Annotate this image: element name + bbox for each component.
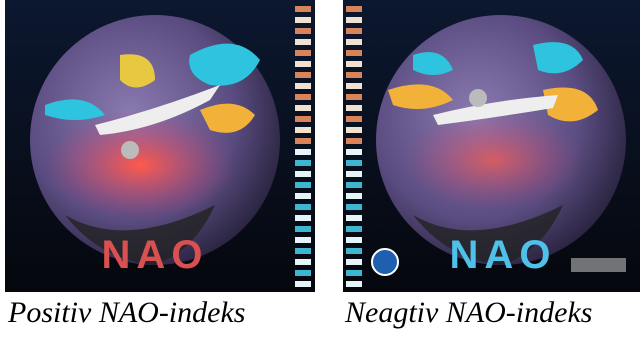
index-stripe [295, 28, 311, 34]
index-stripe [295, 237, 311, 243]
nao-logo: NAO [450, 233, 557, 277]
noaa-emblem [372, 249, 398, 275]
index-stripe [346, 50, 362, 56]
credit-block [571, 258, 626, 272]
pressure-center [121, 141, 139, 159]
index-stripe [346, 270, 362, 276]
index-stripe [346, 182, 362, 188]
index-stripe [295, 248, 311, 254]
page: NAO NAO Positiv NAO-indeks Neagtiv NAO-i… [0, 0, 640, 338]
index-stripe [346, 127, 362, 133]
index-stripe [295, 215, 311, 221]
index-stripe [346, 149, 362, 155]
index-stripe [346, 94, 362, 100]
index-stripe [346, 105, 362, 111]
index-stripe [295, 17, 311, 23]
index-stripe [295, 105, 311, 111]
index-stripe [295, 6, 311, 12]
index-stripe [346, 17, 362, 23]
nao-logo: NAO [102, 233, 209, 277]
index-stripe [295, 193, 311, 199]
index-stripe [346, 116, 362, 122]
nao-positive-image: NAO [5, 0, 315, 292]
index-stripe [346, 281, 362, 287]
index-stripe [295, 226, 311, 232]
caption: Neagtiv NAO-indeks [345, 296, 592, 330]
index-stripe [346, 39, 362, 45]
nao-negative-image: NAO [343, 0, 640, 292]
index-stripe [346, 204, 362, 210]
index-stripe [295, 39, 311, 45]
index-stripe [346, 237, 362, 243]
pressure-center [469, 89, 487, 107]
index-stripe [295, 94, 311, 100]
index-stripe [295, 171, 311, 177]
index-stripe [346, 171, 362, 177]
index-stripe [295, 182, 311, 188]
index-stripe [295, 50, 311, 56]
index-stripe [295, 281, 311, 287]
index-stripe [295, 138, 311, 144]
index-stripe [295, 116, 311, 122]
index-stripe [346, 6, 362, 12]
index-stripe [295, 270, 311, 276]
index-stripe [346, 215, 362, 221]
index-stripe [295, 259, 311, 265]
index-stripe [346, 226, 362, 232]
index-stripe [346, 138, 362, 144]
index-stripe [346, 193, 362, 199]
warm-water [403, 110, 583, 210]
index-stripe [295, 127, 311, 133]
index-stripe [295, 72, 311, 78]
index-stripe [295, 204, 311, 210]
index-stripe [346, 72, 362, 78]
index-stripe [295, 83, 311, 89]
index-stripe [346, 160, 362, 166]
index-stripe [346, 83, 362, 89]
index-stripe [346, 259, 362, 265]
index-stripe [346, 28, 362, 34]
index-stripe [295, 160, 311, 166]
index-stripe [346, 61, 362, 67]
index-stripe [295, 149, 311, 155]
index-stripe [295, 61, 311, 67]
index-stripe [346, 248, 362, 254]
caption: Positiv NAO-indeks [8, 296, 245, 330]
